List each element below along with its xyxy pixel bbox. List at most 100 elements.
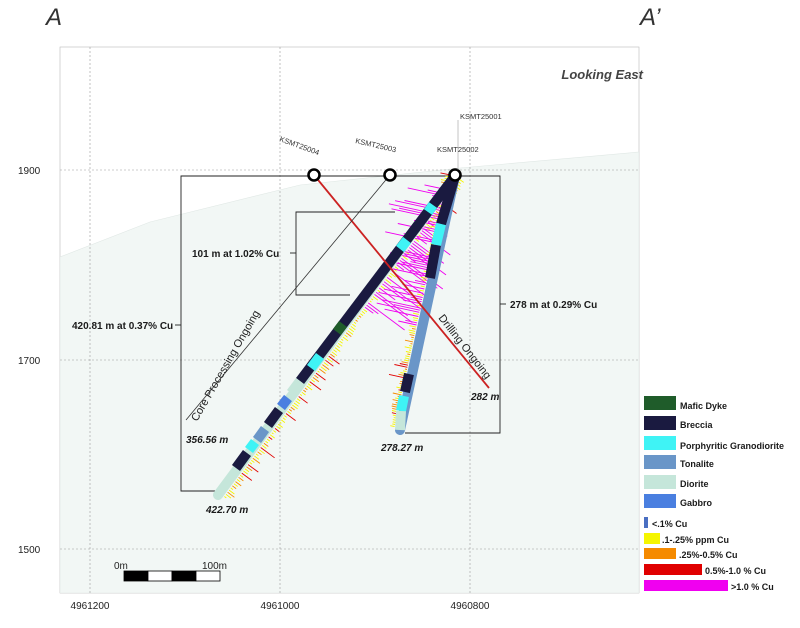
assay-bar: [347, 330, 354, 335]
easting-tick: 4961200: [71, 601, 110, 612]
assay-bar: [232, 485, 237, 489]
assay-bar: [399, 363, 408, 366]
legend-label: 0.5%-1.0 % Cu: [705, 566, 766, 576]
intercept-label-left: 420.81 m at 0.37% Cu: [72, 321, 173, 332]
breccia-interval: [231, 450, 252, 471]
assay-bar: [398, 391, 402, 394]
depth-label: 278.27 m: [380, 443, 423, 454]
collar-marker: [383, 168, 397, 182]
section-end-label: A’: [638, 4, 661, 31]
assay-bar: [277, 423, 283, 428]
assay-bar: [298, 396, 308, 404]
breccia-interval: [436, 174, 460, 226]
assay-bar: [421, 276, 427, 279]
assay-bar: [276, 425, 281, 430]
assay-bar: [290, 406, 295, 411]
assay-bar: [399, 207, 441, 218]
assay-bar: [341, 338, 344, 341]
assay-bar: [257, 451, 262, 456]
assay-bar: [268, 436, 273, 440]
assay-bar: [405, 319, 418, 324]
depth-label: 356.56 m: [186, 435, 228, 446]
depth-label: 422.70 m: [205, 505, 248, 516]
assay-bar: [420, 285, 425, 288]
legend-label: Mafic Dyke: [680, 401, 727, 411]
assay-bar: [404, 346, 412, 349]
legend-swatch: [644, 416, 676, 430]
assay-bar: [224, 496, 227, 499]
assay-bar: [263, 442, 269, 447]
assay-bar: [363, 308, 368, 313]
assay-bar: [360, 313, 364, 316]
legend-swatch: [644, 580, 728, 591]
assay-bar: [404, 357, 410, 360]
assay-bar: [279, 421, 282, 424]
terrain-profile: [60, 151, 639, 593]
assay-bar: [392, 392, 402, 396]
assay-bar: [225, 493, 232, 499]
assay-bar: [401, 361, 409, 364]
assay-bar: [419, 289, 424, 292]
assay-bar: [414, 279, 426, 284]
assay-bar: [421, 279, 427, 282]
assay-bar: [227, 491, 235, 498]
tonalite-interval: [252, 426, 270, 443]
assay-bar: [311, 379, 315, 383]
assay-bar: [412, 317, 419, 320]
assay-bar: [355, 319, 358, 322]
assay-bar: [260, 447, 275, 459]
assay-bar: [273, 430, 277, 433]
drillhole-trace-in-progress: [313, 174, 490, 389]
assay-bar: [269, 434, 275, 439]
assay-bar: [333, 349, 337, 353]
assay-bar: [293, 402, 299, 407]
assay-bar: [247, 464, 259, 473]
assay-bar: [392, 419, 397, 421]
assay-bar: [445, 175, 449, 178]
assay-bar: [258, 449, 265, 455]
assay-bar: [371, 298, 374, 301]
assay-bar: [411, 328, 416, 330]
assay-bar: [318, 368, 326, 374]
legend-label: Porphyritic Granodiorite: [680, 441, 784, 451]
assay-bar: [383, 281, 423, 311]
legend-swatch: [644, 396, 676, 410]
assay-bar: [377, 289, 381, 293]
granodiorite-interval: [396, 236, 411, 253]
assay-bar: [235, 481, 242, 487]
legend-swatch: [644, 475, 676, 489]
assay-bar: [236, 479, 241, 483]
assay-bar: [411, 336, 414, 339]
assay-bar: [388, 274, 393, 278]
assay-bar: [336, 345, 340, 349]
assay-bar: [288, 408, 293, 412]
assay-bar: [358, 315, 362, 318]
intercept-label-right: 278 m at 0.29% Cu: [510, 300, 597, 311]
easting-tick: 4961000: [261, 601, 300, 612]
assay-bar: [243, 470, 249, 475]
assay-bar: [241, 472, 253, 481]
assay-bar: [328, 355, 340, 365]
view-direction-label: Looking East: [561, 67, 643, 82]
legend-swatch: [644, 548, 676, 559]
legend-label: Gabbro: [680, 498, 713, 508]
assay-bar: [374, 294, 413, 323]
assay-bar: [398, 320, 417, 326]
assay-bar: [312, 377, 320, 383]
assay-bar: [228, 489, 235, 495]
assay-bar: [344, 334, 348, 338]
assay-bar: [416, 304, 421, 307]
assay-bar: [407, 353, 411, 356]
legend-swatch: [644, 436, 676, 450]
assay-bar: [378, 291, 422, 303]
legend-swatch: [644, 517, 648, 528]
assay-bar: [266, 438, 271, 442]
assay-bar: [285, 413, 296, 421]
assay-bar: [409, 334, 415, 337]
breccia-interval: [263, 407, 284, 428]
assay-bar: [376, 302, 420, 313]
assay-bar: [246, 466, 253, 472]
assay-bar: [342, 336, 349, 342]
assay-bar: [404, 368, 408, 370]
legend-label: >1.0 % Cu: [731, 582, 774, 592]
